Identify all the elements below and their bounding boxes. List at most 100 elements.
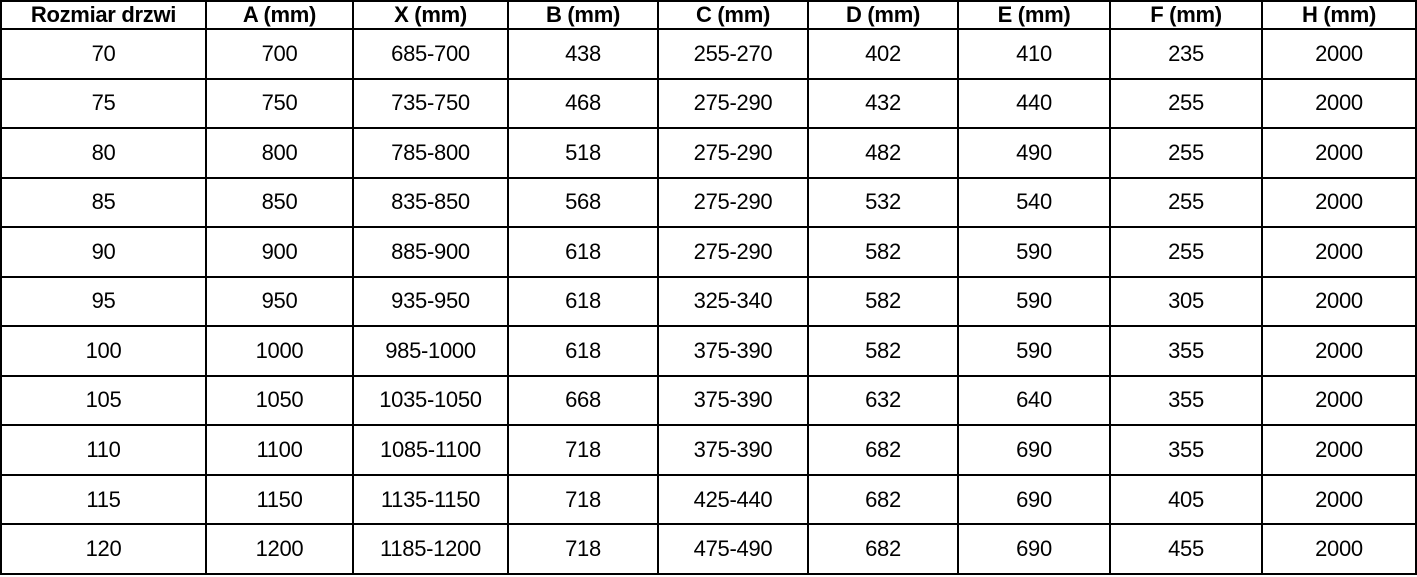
table-cell: 75 bbox=[0, 77, 207, 130]
table-row-85: 85 850 835-850 568 275-290 532 540 255 2… bbox=[0, 176, 1417, 229]
table-cell: 735-750 bbox=[352, 77, 509, 130]
table-cell: 518 bbox=[507, 127, 659, 179]
table-cell: 568 bbox=[507, 176, 659, 229]
table-cell: 275-290 bbox=[657, 77, 809, 130]
table-cell: 632 bbox=[807, 374, 959, 427]
table-cell: 885-900 bbox=[352, 226, 509, 278]
table-cell: 80 bbox=[0, 127, 207, 179]
table-cell: 718 bbox=[507, 523, 659, 575]
table-row-75: 75 750 735-750 468 275-290 432 440 255 2… bbox=[0, 77, 1417, 130]
table-cell: 900 bbox=[205, 226, 354, 278]
table-cell: 375-390 bbox=[657, 325, 809, 377]
table-row-95: 95 950 935-950 618 325-340 582 590 305 2… bbox=[0, 275, 1417, 328]
table-cell: 120 bbox=[0, 523, 207, 575]
table-cell: 618 bbox=[507, 275, 659, 328]
table-cell: 700 bbox=[205, 28, 354, 80]
table-row-80: 80 800 785-800 518 275-290 482 490 255 2… bbox=[0, 127, 1417, 179]
table-cell: 1085-1100 bbox=[352, 424, 509, 476]
table-cell: 682 bbox=[807, 473, 959, 526]
table-cell: 718 bbox=[507, 473, 659, 526]
table-row-110: 110 1100 1085-1100 718 375-390 682 690 3… bbox=[0, 424, 1417, 476]
table-cell: 482 bbox=[807, 127, 959, 179]
table-row-115: 115 1150 1135-1150 718 425-440 682 690 4… bbox=[0, 473, 1417, 526]
table-cell: 590 bbox=[957, 275, 1111, 328]
table-cell: 475-490 bbox=[657, 523, 809, 575]
table-cell: 2000 bbox=[1261, 127, 1417, 179]
table-cell: 410 bbox=[957, 28, 1111, 80]
column-header-d-mm: D (mm) bbox=[807, 0, 959, 30]
table-cell: 255 bbox=[1109, 77, 1263, 130]
table-cell: 2000 bbox=[1261, 275, 1417, 328]
table-cell: 690 bbox=[957, 523, 1111, 575]
column-header-c-mm: C (mm) bbox=[657, 0, 809, 30]
table-cell: 275-290 bbox=[657, 127, 809, 179]
table-cell: 590 bbox=[957, 325, 1111, 377]
table-cell: 1050 bbox=[205, 374, 354, 427]
table-cell: 590 bbox=[957, 226, 1111, 278]
table-cell: 2000 bbox=[1261, 424, 1417, 476]
column-header-a-mm: A (mm) bbox=[205, 0, 354, 30]
table-cell: 1100 bbox=[205, 424, 354, 476]
table-cell: 490 bbox=[957, 127, 1111, 179]
table-cell: 682 bbox=[807, 424, 959, 476]
table-cell: 532 bbox=[807, 176, 959, 229]
table-cell: 375-390 bbox=[657, 424, 809, 476]
table-cell: 255-270 bbox=[657, 28, 809, 80]
table-cell: 935-950 bbox=[352, 275, 509, 328]
table-cell: 2000 bbox=[1261, 473, 1417, 526]
table-cell: 325-340 bbox=[657, 275, 809, 328]
table-cell: 432 bbox=[807, 77, 959, 130]
table-cell: 2000 bbox=[1261, 325, 1417, 377]
column-header-h-mm: H (mm) bbox=[1261, 0, 1417, 30]
table-cell: 90 bbox=[0, 226, 207, 278]
column-header-x-mm: X (mm) bbox=[352, 0, 509, 30]
table-cell: 582 bbox=[807, 325, 959, 377]
table-cell: 750 bbox=[205, 77, 354, 130]
table-cell: 115 bbox=[0, 473, 207, 526]
table-cell: 305 bbox=[1109, 275, 1263, 328]
table-row-100: 100 1000 985-1000 618 375-390 582 590 35… bbox=[0, 325, 1417, 377]
table-cell: 640 bbox=[957, 374, 1111, 427]
table-cell: 668 bbox=[507, 374, 659, 427]
table-cell: 2000 bbox=[1261, 176, 1417, 229]
table-cell: 70 bbox=[0, 28, 207, 80]
table-cell: 682 bbox=[807, 523, 959, 575]
column-header-e-mm: E (mm) bbox=[957, 0, 1111, 30]
table-cell: 440 bbox=[957, 77, 1111, 130]
table-cell: 1200 bbox=[205, 523, 354, 575]
table-row-70: 70 700 685-700 438 255-270 402 410 235 2… bbox=[0, 28, 1417, 80]
table-cell: 100 bbox=[0, 325, 207, 377]
table-cell: 1185-1200 bbox=[352, 523, 509, 575]
table-cell: 425-440 bbox=[657, 473, 809, 526]
table-cell: 1035-1050 bbox=[352, 374, 509, 427]
table-row-105: 105 1050 1035-1050 668 375-390 632 640 3… bbox=[0, 374, 1417, 427]
table-cell: 2000 bbox=[1261, 374, 1417, 427]
table-cell: 405 bbox=[1109, 473, 1263, 526]
table-cell: 690 bbox=[957, 424, 1111, 476]
column-header-b-mm: B (mm) bbox=[507, 0, 659, 30]
column-header-f-mm: F (mm) bbox=[1109, 0, 1263, 30]
table-cell: 455 bbox=[1109, 523, 1263, 575]
table-cell: 618 bbox=[507, 226, 659, 278]
table-cell: 105 bbox=[0, 374, 207, 427]
table-cell: 690 bbox=[957, 473, 1111, 526]
table-cell: 718 bbox=[507, 424, 659, 476]
table-cell: 540 bbox=[957, 176, 1111, 229]
table-cell: 375-390 bbox=[657, 374, 809, 427]
table-cell: 785-800 bbox=[352, 127, 509, 179]
table-cell: 110 bbox=[0, 424, 207, 476]
table-cell: 2000 bbox=[1261, 28, 1417, 80]
table-cell: 685-700 bbox=[352, 28, 509, 80]
table-cell: 85 bbox=[0, 176, 207, 229]
table-cell: 2000 bbox=[1261, 226, 1417, 278]
table-cell: 800 bbox=[205, 127, 354, 179]
table-cell: 2000 bbox=[1261, 523, 1417, 575]
table-cell: 582 bbox=[807, 275, 959, 328]
table-cell: 835-850 bbox=[352, 176, 509, 229]
table-cell: 275-290 bbox=[657, 226, 809, 278]
table-cell: 950 bbox=[205, 275, 354, 328]
table-cell: 355 bbox=[1109, 374, 1263, 427]
table-cell: 468 bbox=[507, 77, 659, 130]
table-row-120: 120 1200 1185-1200 718 475-490 682 690 4… bbox=[0, 523, 1417, 575]
